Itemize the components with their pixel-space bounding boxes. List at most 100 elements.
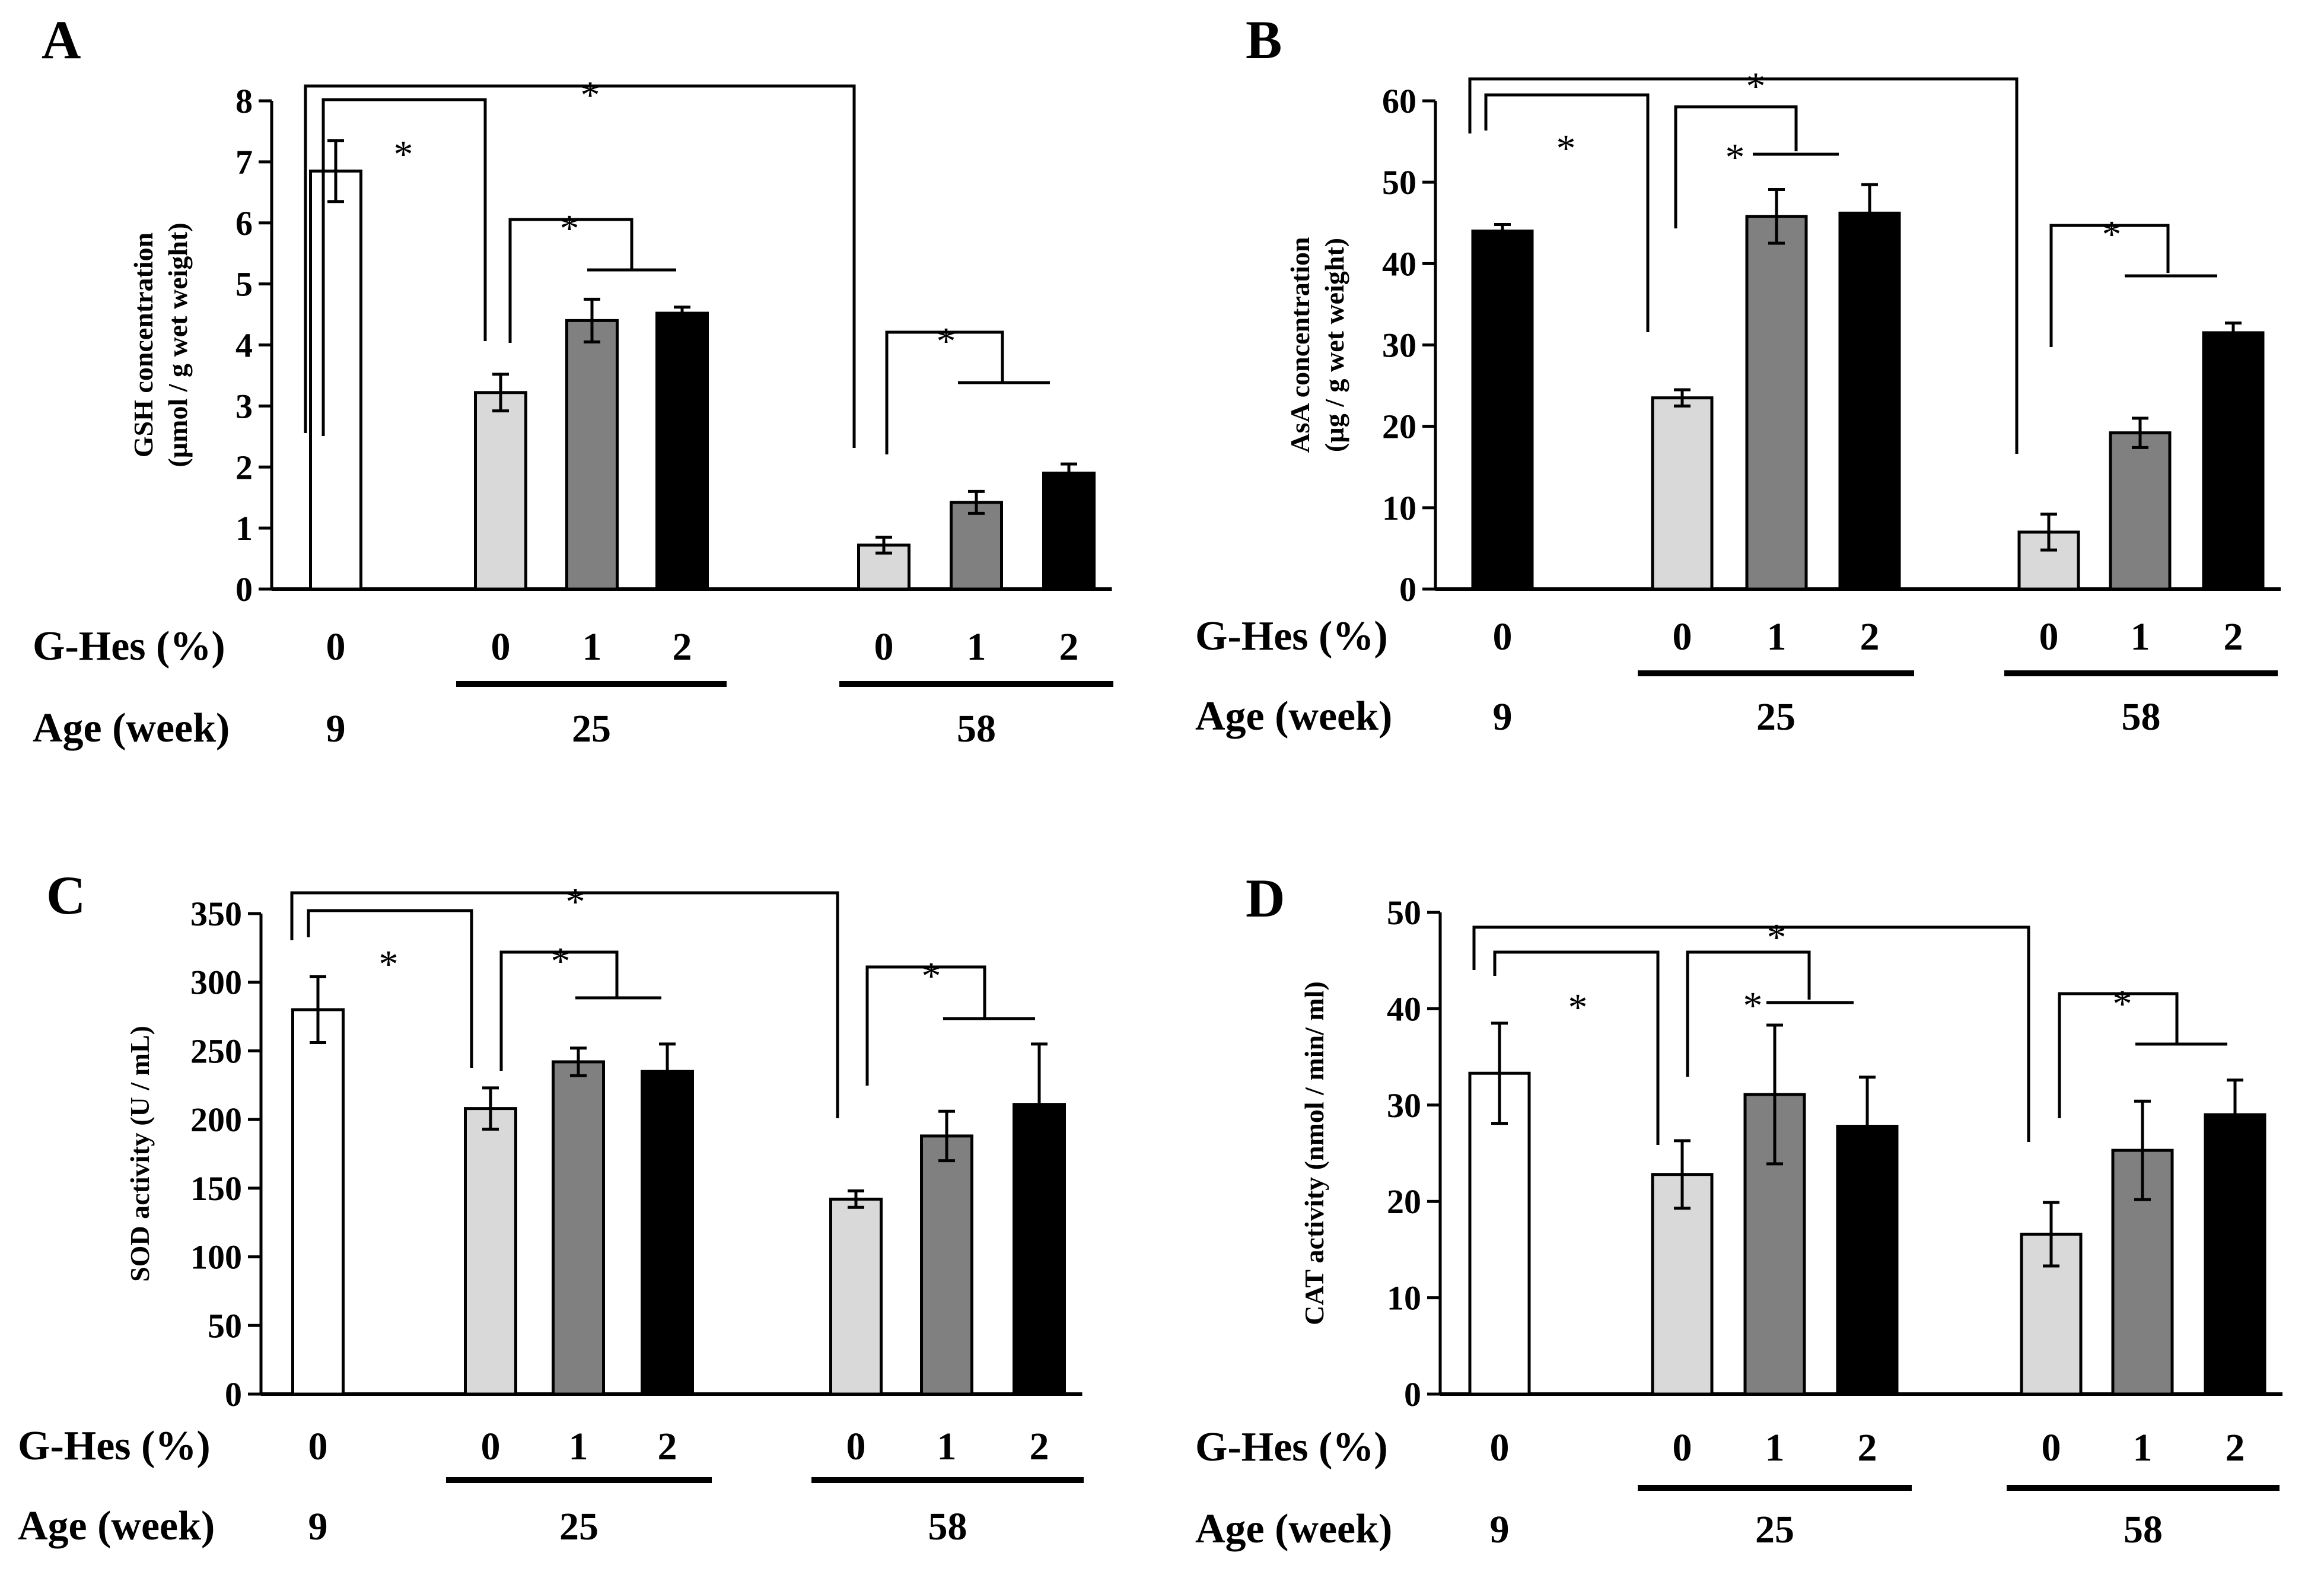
significance-bracket xyxy=(1493,950,1660,1145)
age-row-label: Age (week) xyxy=(1195,693,1392,739)
significance-bracket xyxy=(290,891,839,1118)
y-tick-label: 350 xyxy=(190,895,242,933)
significance-star: * xyxy=(379,943,399,986)
age-label: 25 xyxy=(1755,1508,1794,1551)
panel-a: A 0 1 2 3 4 5 6 7 8 GSH concentration (µmol / g wet… xyxy=(33,9,1113,751)
y-tick-label: 2 xyxy=(235,448,253,486)
y-tick-label: 4 xyxy=(235,326,253,365)
y-axis-label-line: CAT activity (nmol / min/ ml) xyxy=(1299,981,1329,1325)
y-tick-label: 50 xyxy=(208,1306,242,1345)
dose-label: 2 xyxy=(1059,625,1079,669)
bar xyxy=(1838,211,1901,591)
y-tick-label: 10 xyxy=(1387,1279,1421,1318)
bar xyxy=(1651,396,1714,591)
significance-bracket xyxy=(321,98,487,436)
y-tick-label: 0 xyxy=(1399,570,1416,609)
bar xyxy=(2204,1113,2266,1396)
significance-star: * xyxy=(394,133,413,176)
significance-bracket xyxy=(499,950,619,1071)
significance-star: * xyxy=(551,940,571,983)
bar xyxy=(565,319,619,591)
bar xyxy=(1471,229,1534,591)
dose-label: 1 xyxy=(1765,1426,1785,1469)
dose-label: 1 xyxy=(937,1425,957,1468)
significance-bracket xyxy=(1468,77,2019,454)
age-label: 25 xyxy=(572,707,611,750)
bar xyxy=(309,169,362,591)
significance-star: * xyxy=(2102,213,2122,256)
y-axis-label-line: (µg / g wet weight) xyxy=(1319,238,1349,452)
significance-star: * xyxy=(2113,982,2132,1026)
bar xyxy=(2109,431,2172,591)
bar xyxy=(2202,331,2265,591)
bar xyxy=(641,1070,694,1396)
dose-label: 2 xyxy=(1860,615,1880,658)
dose-label: 1 xyxy=(1767,615,1787,658)
panel-letter: A xyxy=(42,9,81,70)
bar xyxy=(552,1060,605,1396)
panel-letter: B xyxy=(1246,9,1282,70)
bar xyxy=(474,391,527,591)
dose-label: 0 xyxy=(2042,1426,2061,1469)
y-tick-label: 3 xyxy=(235,387,253,425)
dose-label: 1 xyxy=(967,625,986,669)
dose-label: 2 xyxy=(1858,1426,1877,1469)
dose-label: 2 xyxy=(2226,1426,2245,1469)
y-tick-label: 150 xyxy=(190,1169,242,1208)
significance-bracket xyxy=(885,330,1004,454)
panel-letter: C xyxy=(46,865,85,925)
age-label: 25 xyxy=(1756,695,1795,739)
dose-label: 1 xyxy=(582,625,602,669)
bar xyxy=(1042,472,1096,591)
y-tick-label: 200 xyxy=(190,1100,242,1139)
significance-bracket xyxy=(2058,992,2179,1118)
bar xyxy=(920,1134,973,1396)
significance-star: * xyxy=(581,74,600,117)
significance-bracket xyxy=(2049,224,2170,347)
y-tick-label: 20 xyxy=(1382,408,1416,446)
age-label: 58 xyxy=(2124,1508,2163,1551)
bar xyxy=(1745,215,1808,591)
age-row-label: Age (week) xyxy=(33,705,230,751)
dose-label: 0 xyxy=(481,1425,501,1468)
y-tick-label: 0 xyxy=(225,1375,242,1414)
y-tick-label: 8 xyxy=(235,82,253,120)
y-axis-label-line: SOD activity (U / mL) xyxy=(125,1026,155,1282)
dose-label: 0 xyxy=(2039,615,2059,658)
treatment-row-label: G-Hes (%) xyxy=(1195,613,1388,659)
age-label: 9 xyxy=(1490,1508,1510,1551)
y-tick-label: 5 xyxy=(235,265,253,304)
dose-label: 0 xyxy=(874,625,894,669)
significance-star: * xyxy=(566,880,585,924)
dose-label: 2 xyxy=(2224,615,2243,658)
y-tick-label: 100 xyxy=(190,1238,242,1277)
y-tick-label: 7 xyxy=(235,143,253,182)
bar xyxy=(655,311,709,591)
age-label: 25 xyxy=(559,1505,598,1548)
age-label: 9 xyxy=(308,1505,328,1548)
panel-letter: D xyxy=(1246,868,1285,928)
y-axis-label-line: AsA concentration xyxy=(1285,237,1315,453)
dose-label: 1 xyxy=(569,1425,588,1468)
age-label: 9 xyxy=(1493,695,1513,739)
significance-bracket xyxy=(1686,950,1811,1077)
y-tick-label: 10 xyxy=(1382,489,1416,527)
age-label: 58 xyxy=(928,1505,967,1548)
y-axis-label-line: (µmol / g wet weight) xyxy=(163,222,193,467)
y-tick-label: 0 xyxy=(235,570,253,609)
dose-label: 2 xyxy=(1030,1425,1049,1468)
y-tick-label: 60 xyxy=(1382,82,1416,120)
dose-label: 0 xyxy=(308,1425,328,1468)
y-tick-label: 300 xyxy=(190,963,242,1002)
dose-label: 0 xyxy=(1673,615,1692,658)
significance-star: * xyxy=(937,320,956,363)
dose-label: 0 xyxy=(1490,1426,1510,1469)
y-axis-label: CAT activity (nmol / min/ ml) xyxy=(1299,981,1329,1325)
significance-star: * xyxy=(1743,984,1763,1027)
bar xyxy=(291,1008,345,1396)
bar xyxy=(950,501,1003,591)
dose-label: 0 xyxy=(846,1425,866,1468)
